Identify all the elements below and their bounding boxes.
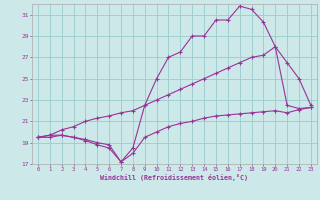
- X-axis label: Windchill (Refroidissement éolien,°C): Windchill (Refroidissement éolien,°C): [100, 174, 248, 181]
